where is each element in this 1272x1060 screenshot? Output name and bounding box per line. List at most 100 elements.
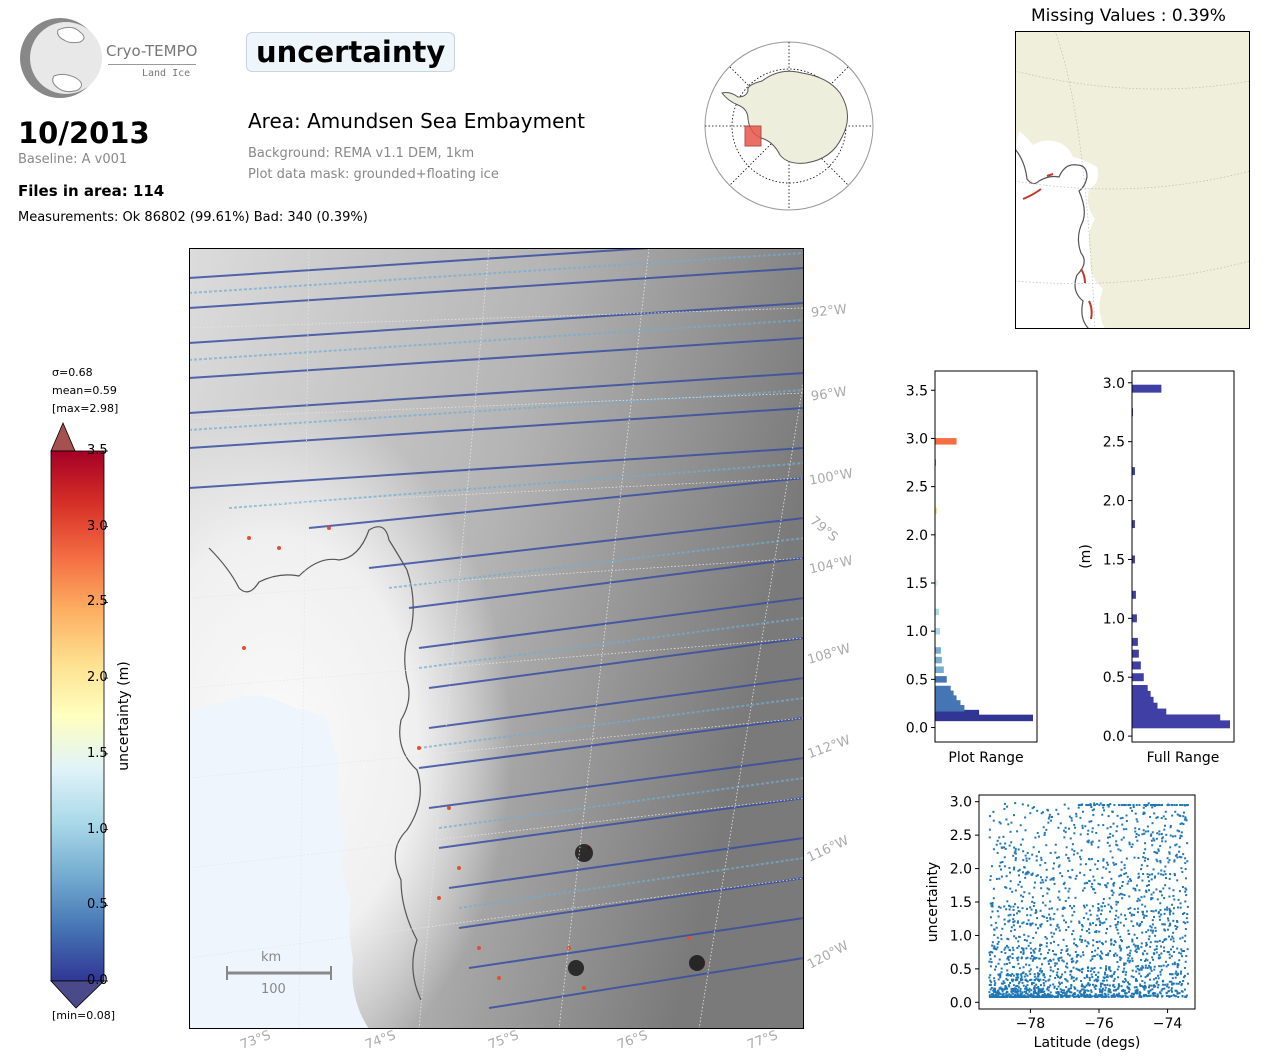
scatter-point — [1052, 878, 1055, 881]
scatter-point — [1006, 987, 1009, 990]
scatter-point — [1184, 928, 1187, 931]
scatter-point — [1150, 878, 1153, 881]
scatter-point — [1071, 994, 1074, 997]
scatter-point — [1104, 967, 1107, 970]
scatter-point — [1057, 926, 1060, 929]
scatter-point — [1102, 979, 1105, 982]
scatter-point — [1018, 910, 1021, 913]
scatter-point — [1155, 888, 1158, 891]
scatter-point — [1082, 988, 1085, 991]
scatter-point — [1004, 986, 1007, 989]
scatter-point — [1088, 858, 1091, 861]
scatter-point — [1006, 962, 1009, 965]
scatter-point — [1020, 992, 1023, 995]
scatter-point — [1018, 981, 1021, 984]
scatter-point — [1121, 884, 1124, 887]
scatter-point — [1043, 990, 1046, 993]
scatter-point — [1098, 994, 1101, 997]
scatter-point — [994, 991, 997, 994]
scatter-point — [1130, 913, 1133, 916]
scatter-point — [1118, 893, 1121, 896]
scatter-point — [1186, 905, 1189, 908]
scatter-point — [1164, 817, 1167, 820]
scatter-point — [1004, 946, 1007, 949]
scatter-point — [1080, 988, 1083, 991]
scatter-point — [1172, 940, 1175, 943]
scatter-point — [1005, 944, 1008, 947]
scatter-point — [1021, 981, 1024, 984]
scatter-point — [1156, 860, 1159, 863]
scatter-point — [1092, 813, 1095, 816]
lon-label: 116°W — [804, 833, 852, 866]
scatter-point — [1062, 907, 1065, 910]
scatter-point — [1021, 972, 1024, 975]
scatter-point — [1179, 814, 1182, 817]
lon-label: 112°W — [805, 732, 853, 763]
scatter-point — [1136, 991, 1139, 994]
scatter-point — [1148, 873, 1151, 876]
scatter-point — [1024, 978, 1027, 981]
scatter-point — [1023, 990, 1026, 993]
scatter-point — [1100, 995, 1103, 998]
scatter-point — [1166, 857, 1169, 860]
scatter-point — [1058, 957, 1061, 960]
scatter-point — [1099, 983, 1102, 986]
scatter-point — [1168, 907, 1171, 910]
scatter-point — [1171, 977, 1174, 980]
scatter-point — [1118, 804, 1121, 807]
scatter-point — [1092, 939, 1095, 942]
scatter-point — [1147, 884, 1150, 887]
scatter-point — [1129, 907, 1132, 910]
scatter-point — [1062, 991, 1065, 994]
scatter-point — [1185, 888, 1188, 891]
scatter-point — [1099, 883, 1102, 886]
scatter-point — [1073, 992, 1076, 995]
scatter-point — [1001, 927, 1004, 930]
scatter-point — [1068, 887, 1071, 890]
scatter-point — [1035, 983, 1038, 986]
scatter-point — [1156, 986, 1159, 989]
scatter-point — [999, 906, 1002, 909]
scatter-point — [1049, 969, 1052, 972]
scatter-point — [1057, 865, 1060, 868]
scatter-point — [1112, 983, 1115, 986]
scatter-point — [1016, 990, 1019, 993]
scatter-point — [1119, 892, 1122, 895]
scatter-point — [999, 976, 1002, 979]
scatter-point — [1097, 846, 1100, 849]
scatter-point — [1108, 988, 1111, 991]
scatter-point — [1048, 995, 1051, 998]
scatter-point — [1104, 986, 1107, 989]
scatter-point — [1184, 868, 1187, 871]
scatter-point — [990, 924, 993, 927]
scatter-point — [1035, 956, 1038, 959]
scatter-point — [1080, 980, 1083, 983]
scatter-point — [1174, 995, 1177, 998]
scatter-point — [1137, 964, 1140, 967]
scatter-point — [1164, 884, 1167, 887]
scatter-point — [1162, 923, 1165, 926]
scatter-point — [1057, 957, 1060, 960]
scatter-point — [1099, 957, 1102, 960]
scatter-point — [996, 942, 999, 945]
scatter-point — [1149, 925, 1152, 928]
scatter-point — [993, 987, 996, 990]
scatter-point — [997, 973, 1000, 976]
scatter-point — [1006, 995, 1009, 998]
scatter-point — [1170, 948, 1173, 951]
scatter-point — [1137, 872, 1140, 875]
scatter-point — [1073, 986, 1076, 989]
scatter-point — [1172, 993, 1175, 996]
histogram-ylabel: (m) — [1078, 544, 1094, 569]
scatter-point — [1033, 985, 1036, 988]
scatter-point — [1139, 975, 1142, 978]
scatter-point — [1021, 995, 1024, 998]
scatter-point — [1052, 995, 1055, 998]
scatter-point — [1119, 817, 1122, 820]
scatter-point — [1175, 854, 1178, 857]
scatter-point — [1121, 995, 1124, 998]
scatter-point — [1165, 991, 1168, 994]
colorbar-tick: 2.5 — [87, 594, 108, 609]
scatter-point — [1071, 933, 1074, 936]
scatter-point — [992, 897, 995, 900]
